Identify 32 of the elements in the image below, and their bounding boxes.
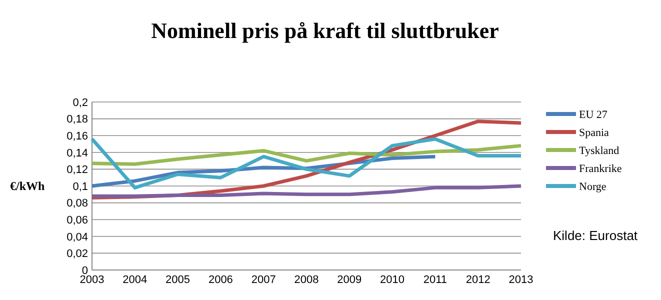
chart-title: Nominell pris på kraft til sluttbruker bbox=[151, 18, 500, 43]
x-tick-label: 2013 bbox=[508, 274, 534, 286]
x-tick-label: 2004 bbox=[122, 274, 148, 286]
y-tick-label: 0,16 bbox=[66, 130, 88, 142]
text: Kilde: Eurostat bbox=[553, 228, 638, 243]
y-tick-label: 0,06 bbox=[66, 214, 88, 226]
legend-label: EU 27 bbox=[579, 108, 608, 121]
x-tick-label: 2005 bbox=[166, 274, 190, 286]
y-tick-label: 0,08 bbox=[66, 198, 88, 210]
legend-label: Norge bbox=[579, 180, 606, 193]
x-tick-label: 2009 bbox=[337, 274, 362, 286]
y-axis-title: €/kWh bbox=[10, 179, 46, 193]
y-tick-label: 0,12 bbox=[66, 164, 88, 176]
y-tick-label: 0,14 bbox=[66, 147, 88, 160]
y-tick-label: 0,1 bbox=[72, 180, 88, 193]
x-tick-label: 2007 bbox=[251, 274, 276, 286]
y-tick-label: 0,02 bbox=[66, 248, 88, 260]
x-tick-label: 2010 bbox=[380, 274, 405, 286]
line-series bbox=[90, 144, 523, 166]
x-tick-label: 2003 bbox=[80, 274, 104, 286]
y-tick-label: 0,18 bbox=[66, 114, 88, 126]
legend-label: Spania bbox=[579, 126, 610, 139]
x-tick-label: 2011 bbox=[423, 274, 448, 286]
legend-label: Frankrike bbox=[579, 162, 622, 175]
legend-label: Tyskland bbox=[579, 144, 620, 157]
line-series bbox=[90, 184, 523, 198]
x-tick-label: 2008 bbox=[294, 274, 319, 286]
line-series bbox=[90, 137, 523, 190]
x-tick-label: 2006 bbox=[208, 274, 233, 286]
y-tick-label: 0,04 bbox=[66, 231, 88, 244]
x-tick-label: 2012 bbox=[466, 274, 490, 286]
y-tick-label: 0,2 bbox=[72, 96, 88, 109]
